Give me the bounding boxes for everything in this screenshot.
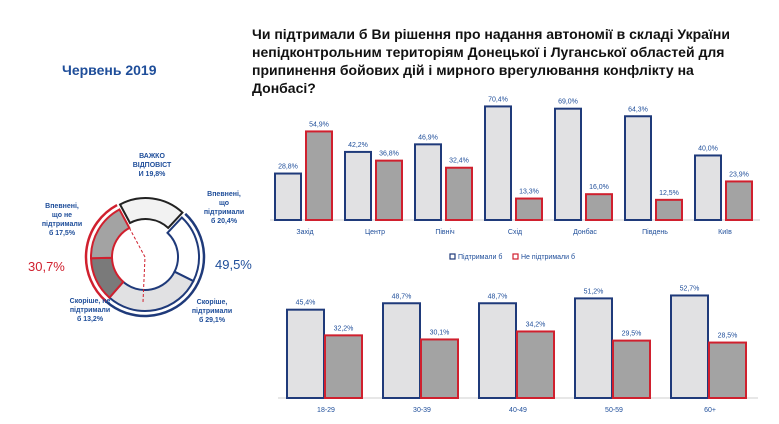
region-oppose-bar bbox=[445, 166, 473, 221]
region-oppose-bar bbox=[585, 193, 613, 221]
oppose-total-label: 30,7% bbox=[28, 259, 65, 274]
age-support-label: 48,7% bbox=[392, 293, 412, 300]
age-category-label: 18-29 bbox=[317, 407, 335, 414]
region-support-bar bbox=[344, 150, 372, 221]
chart-legend: Підтримали б Не підтримали б bbox=[449, 253, 575, 261]
region-category-label: Південь bbox=[642, 228, 668, 236]
region-oppose-label: 16,0% bbox=[589, 184, 609, 191]
age-oppose-label: 30,1% bbox=[430, 329, 450, 336]
donut-slice-label: Скоріше, не підтримали б 13,2% bbox=[70, 297, 111, 323]
period-label: Червень 2019 bbox=[62, 62, 157, 78]
donut-slice-label: Впевнені, що підтримали б 20,4% bbox=[204, 190, 244, 225]
age-support-label: 52,7% bbox=[680, 285, 700, 292]
legend-oppose-label: Не підтримали б bbox=[521, 253, 575, 261]
age-oppose-label: 32,2% bbox=[334, 325, 354, 332]
region-bar-chart: 28,8% 54,9% Захід 42,2% 36,8% Центр 46,9% 32,4%… bbox=[270, 96, 760, 236]
region-support-label: 46,9% bbox=[418, 134, 438, 141]
region-category-label: Схід bbox=[508, 228, 522, 236]
age-support-bar bbox=[670, 294, 709, 399]
region-support-bar bbox=[624, 115, 652, 221]
age-support-label: 48,7% bbox=[488, 293, 508, 300]
support-group-arc bbox=[105, 212, 206, 318]
donut-chart: Впевнені, що підтримали б 20,4% Скоріше, підт… bbox=[28, 153, 252, 324]
age-oppose-label: 29,5% bbox=[622, 331, 642, 338]
age-oppose-bar bbox=[516, 330, 555, 399]
region-support-label: 28,8% bbox=[278, 164, 298, 171]
donut-slice-label: ВАЖКО ВІДПОВІСТ И 19,8% bbox=[133, 153, 172, 178]
support-total-label: 49,5% bbox=[215, 257, 252, 272]
donut-slice-label: Впевнені, що не підтримали б 17,5% bbox=[42, 202, 82, 237]
age-oppose-label: 34,2% bbox=[526, 321, 546, 328]
region-category-label: Північ bbox=[435, 228, 455, 236]
age-category-label: 50-59 bbox=[605, 407, 623, 414]
region-oppose-bar bbox=[655, 198, 683, 221]
region-oppose-label: 32,4% bbox=[449, 158, 469, 165]
region-support-label: 70,4% bbox=[488, 96, 508, 103]
region-oppose-label: 12,5% bbox=[659, 190, 679, 197]
region-support-bar bbox=[484, 105, 512, 221]
region-oppose-bar bbox=[305, 130, 333, 221]
age-support-label: 45,4% bbox=[296, 300, 316, 307]
region-oppose-bar bbox=[725, 180, 753, 221]
age-oppose-bar bbox=[420, 338, 459, 399]
region-support-bar bbox=[414, 143, 442, 222]
legend-support-swatch bbox=[449, 253, 456, 260]
region-support-bar bbox=[274, 172, 302, 221]
legend-support-label: Підтримали б bbox=[458, 253, 502, 261]
region-category-label: Донбас bbox=[573, 228, 597, 236]
region-oppose-bar bbox=[515, 197, 543, 221]
region-support-label: 40,0% bbox=[698, 145, 718, 152]
age-category-label: 60+ bbox=[704, 407, 716, 414]
region-oppose-label: 54,9% bbox=[309, 121, 329, 128]
region-support-label: 69,0% bbox=[558, 99, 578, 106]
chart-title: Чи підтримали б Ви рішення про надання а… bbox=[252, 26, 730, 96]
region-oppose-bar bbox=[375, 159, 403, 221]
oppose-group-arc bbox=[84, 203, 118, 303]
age-oppose-label: 28,5% bbox=[718, 333, 738, 340]
age-category-label: 40-49 bbox=[509, 407, 527, 414]
region-category-label: Київ bbox=[718, 229, 732, 236]
age-support-label: 51,2% bbox=[584, 288, 604, 295]
age-bar-chart: 45,4% 32,2% 18-29 48,7% 30,1% 30-39 48,7% 34,2%… bbox=[278, 285, 758, 414]
donut-slice bbox=[118, 197, 184, 230]
age-oppose-bar bbox=[612, 339, 651, 400]
donut-dashed-marker bbox=[128, 227, 146, 303]
age-support-bar bbox=[382, 302, 421, 400]
donut-slice-label: Скоріше, підтримали б 29,1% bbox=[192, 298, 232, 324]
age-support-bar bbox=[574, 297, 613, 399]
region-support-bar bbox=[694, 154, 722, 221]
age-support-bar bbox=[286, 308, 325, 399]
region-support-label: 42,2% bbox=[348, 142, 368, 149]
region-category-label: Центр bbox=[365, 229, 385, 236]
age-support-bar bbox=[478, 302, 517, 400]
region-support-bar bbox=[554, 107, 582, 221]
age-category-label: 30-39 bbox=[413, 407, 431, 414]
region-oppose-label: 13,3% bbox=[519, 189, 539, 196]
legend-oppose-swatch bbox=[512, 253, 519, 260]
region-oppose-label: 23,9% bbox=[729, 171, 749, 178]
donut-slice bbox=[90, 208, 131, 260]
region-category-label: Захід bbox=[296, 228, 313, 236]
region-support-label: 64,3% bbox=[628, 106, 648, 113]
age-oppose-bar bbox=[708, 341, 747, 399]
age-oppose-bar bbox=[324, 334, 363, 399]
region-oppose-label: 36,8% bbox=[379, 151, 399, 158]
donut-slice bbox=[166, 216, 200, 283]
